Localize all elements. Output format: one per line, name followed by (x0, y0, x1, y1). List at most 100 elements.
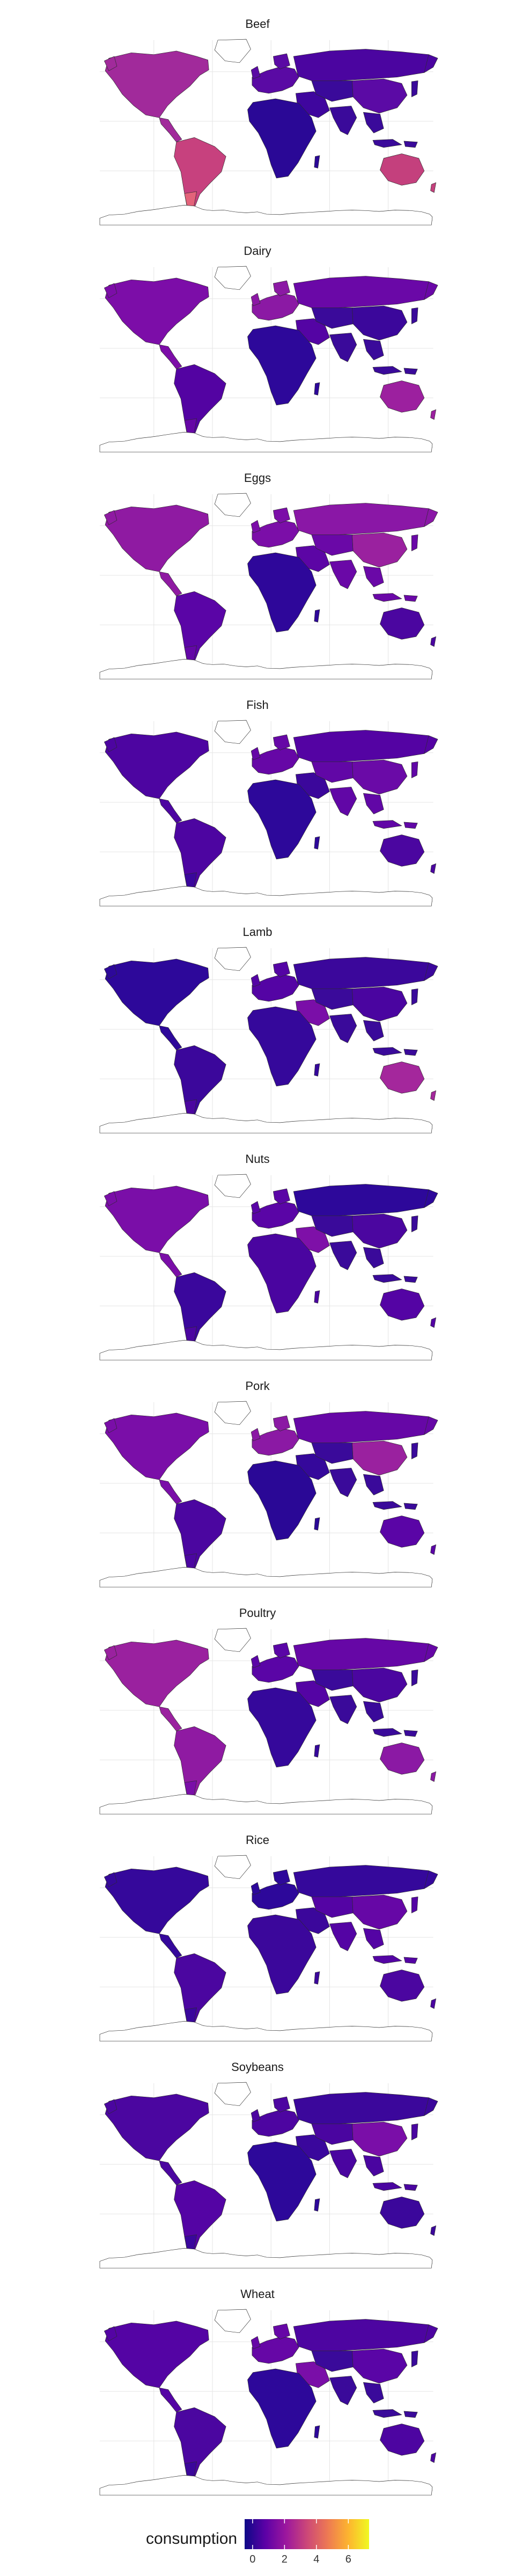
world-map (99, 266, 438, 452)
legend-tick-label: 0 (249, 2553, 256, 2565)
region-central-america (159, 2160, 182, 2186)
map-panel-eggs: Eggs (0, 463, 515, 688)
region-antarctica (99, 204, 433, 225)
region-europe (252, 2109, 299, 2137)
region-north-america (105, 2094, 209, 2161)
region-southeast-asia (363, 1701, 384, 1723)
region-central-asia (311, 762, 354, 783)
region-indonesia (372, 1274, 402, 1283)
region-madagascar (314, 382, 320, 396)
region-southeast-asia (363, 1247, 384, 1269)
region-north-america (105, 1413, 209, 1480)
region-russia (293, 1865, 434, 1897)
region-india (329, 1241, 357, 1270)
region-alaska (104, 1645, 117, 1660)
region-southeast-asia (363, 1474, 384, 1496)
region-alaska (104, 964, 117, 979)
region-south-america (174, 1272, 226, 1346)
region-siberia-east (424, 1643, 438, 1662)
region-central-america (159, 1252, 182, 1278)
region-indonesia (372, 366, 402, 375)
region-greenland (214, 493, 251, 517)
region-new-zealand (430, 1544, 437, 1555)
region-north-america (105, 1640, 209, 1707)
region-uk (251, 2109, 261, 2123)
region-indonesia (372, 820, 402, 829)
region-antarctica (99, 1340, 433, 1360)
region-japan (411, 1443, 418, 1460)
region-southeast-asia (363, 2155, 384, 2177)
region-madagascar (314, 1744, 320, 1758)
region-scandinavia (273, 961, 290, 977)
region-scandinavia (273, 2096, 290, 2112)
world-map (99, 39, 438, 225)
region-alaska (104, 1418, 117, 1433)
region-madagascar (314, 1290, 320, 1304)
region-china (352, 2121, 408, 2157)
region-alaska (104, 1191, 117, 1206)
world-map (99, 2309, 438, 2496)
region-europe (252, 747, 299, 775)
region-southeast-asia (363, 339, 384, 361)
region-china (352, 1213, 408, 1249)
world-map (99, 1174, 438, 1360)
world-map (99, 493, 438, 679)
region-australia (380, 1970, 425, 2002)
region-australia (380, 380, 425, 413)
region-greenland (214, 39, 251, 63)
legend-title: consumption (146, 2530, 238, 2548)
region-europe (252, 1201, 299, 1229)
region-europe (252, 1428, 299, 1456)
region-central-asia (311, 989, 354, 1010)
legend-tick-label: 6 (345, 2553, 351, 2565)
region-new-guinea (403, 595, 418, 602)
region-siberia-east (424, 1870, 438, 1889)
region-greenland (214, 266, 251, 290)
region-china (352, 1894, 408, 1930)
region-africa (247, 552, 317, 633)
region-europe (252, 974, 299, 1002)
region-india (329, 2376, 357, 2405)
region-new-zealand (430, 1090, 437, 1101)
map-panel-beef: Beef (0, 9, 515, 234)
region-china (352, 986, 408, 1022)
region-south-america (174, 1953, 226, 2027)
region-new-guinea (403, 1049, 418, 1056)
region-russia (293, 730, 434, 762)
region-europe (252, 293, 299, 321)
region-south-america (174, 1045, 226, 1119)
region-north-america (105, 2321, 209, 2388)
region-north-america (105, 1867, 209, 1934)
region-south-america (174, 2180, 226, 2254)
world-map (99, 947, 438, 1133)
region-south-america (174, 1499, 226, 1573)
region-africa (247, 1006, 317, 1087)
region-southeast-asia (363, 793, 384, 815)
legend-tick-label: 4 (313, 2553, 320, 2565)
region-japan (411, 80, 418, 98)
region-alaska (104, 56, 117, 71)
panel-title: Poultry (239, 1606, 276, 1620)
region-madagascar (314, 1063, 320, 1077)
region-central-america (159, 344, 182, 370)
region-central-america (159, 1706, 182, 1732)
region-central-asia (311, 1897, 354, 1918)
map-panel-wheat: Wheat (0, 2279, 515, 2504)
region-japan (411, 2351, 418, 2368)
region-siberia-east (424, 54, 438, 73)
region-japan (411, 535, 418, 552)
region-japan (411, 1216, 418, 1233)
region-russia (293, 1638, 434, 1670)
region-central-asia (311, 2124, 354, 2145)
region-europe (252, 1882, 299, 1910)
region-new-guinea (403, 141, 418, 148)
region-north-america (105, 277, 209, 345)
world-map (99, 1628, 438, 1814)
region-china (352, 78, 408, 114)
region-central-america (159, 798, 182, 824)
region-southeast-asia (363, 1020, 384, 1042)
region-scandinavia (273, 280, 290, 296)
panel-title: Beef (245, 17, 270, 31)
region-alaska (104, 283, 117, 298)
region-indonesia (372, 1047, 402, 1056)
